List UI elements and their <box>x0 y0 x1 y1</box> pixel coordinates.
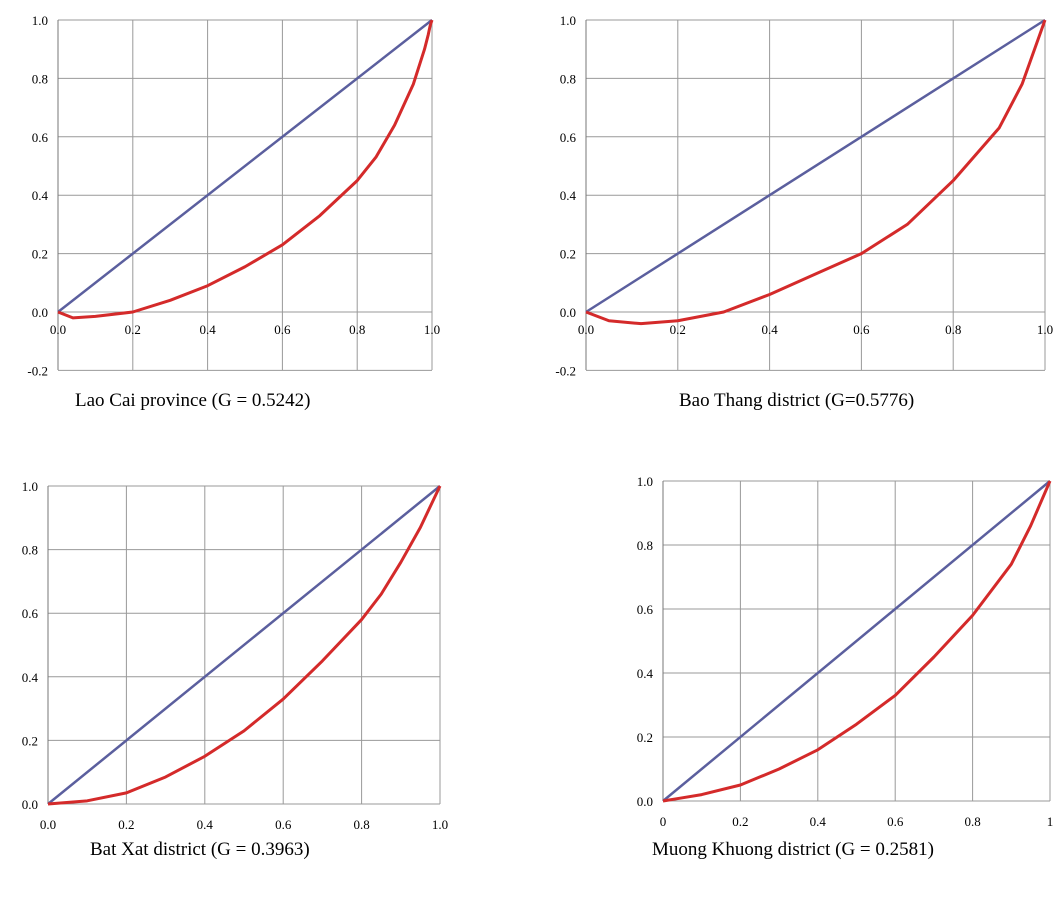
bao-thang-ytick-2: 0.2 <box>560 247 576 262</box>
bao-thang-ytick-5: 0.8 <box>560 71 576 86</box>
muong-khuong-xtick-2: 0.4 <box>810 814 827 829</box>
muong-khuong-xtick-3: 0.6 <box>887 814 904 829</box>
bat-xat-ytick-3: 0.6 <box>22 606 39 621</box>
muong-khuong-ytick-4: 0.8 <box>637 538 653 553</box>
bat-xat-xtick-1: 0.2 <box>118 817 134 832</box>
muong-khuong-xtick-5: 1 <box>1047 814 1054 829</box>
bao-thang-xtick-0: 0.0 <box>578 322 594 337</box>
bao-thang-xtick-4: 0.8 <box>945 322 961 337</box>
muong-khuong-equality-line <box>662 480 1051 802</box>
caption-bao-thang: Bao Thang district (G=0.5776) <box>679 390 915 411</box>
lao-cai-xtick-2: 0.4 <box>199 322 216 337</box>
chart-bao-thang: -0.2 0.0 0.2 0.4 0.6 0.8 1.0 0.0 0.2 0.4 0.6 0.8 1.0… <box>527 0 1055 449</box>
lao-cai-xtick-5: 1.0 <box>424 322 440 337</box>
caption-muong-khuong: Muong Khuong district (G = 0.2581) <box>652 839 934 860</box>
lao-cai-ytick-1: 0.0 <box>32 305 48 320</box>
caption-lao-cai: Lao Cai province (G = 0.5242) <box>75 390 311 411</box>
bao-thang-ytick-1: 0.0 <box>560 305 576 320</box>
muong-khuong-ytick-0: 0.0 <box>637 794 653 809</box>
lao-cai-xtick-4: 0.8 <box>349 322 365 337</box>
chart-bao-thang-plot: -0.2 0.0 0.2 0.4 0.6 0.8 1.0 0.0 0.2 0.4 0.6 0.8 1.0 <box>555 13 1053 378</box>
chart-muong-khuong-plot: 0.0 0.2 0.4 0.6 0.8 1.0 0 0.2 0.4 0.6 0.8 1 <box>637 474 1054 829</box>
bat-xat-xtick-3: 0.6 <box>275 817 292 832</box>
chart-bat-xat-plot: 0.0 0.2 0.4 0.6 0.8 1.0 0.0 0.2 0.4 0.6 0.8 1.0 <box>22 479 448 832</box>
bat-xat-ytick-2: 0.4 <box>22 670 39 685</box>
caption-bat-xat: Bat Xat district (G = 0.3963) <box>90 839 310 860</box>
bao-thang-xtick-5: 1.0 <box>1037 322 1053 337</box>
bao-thang-xtick-1: 0.2 <box>670 322 686 337</box>
bat-xat-ytick-0: 0.0 <box>22 797 38 812</box>
muong-khuong-ytick-5: 1.0 <box>637 474 653 489</box>
chart-lao-cai-plot: -0.2 0.0 0.2 0.4 0.6 0.8 1.0 0.0 0.2 0.4 0.6 0.8 1.0 <box>27 13 440 378</box>
muong-khuong-ytick-2: 0.4 <box>637 666 654 681</box>
lao-cai-equality-line <box>57 19 433 313</box>
bao-thang-xtick-3: 0.6 <box>853 322 870 337</box>
chart-lao-cai: -0.2 0.0 0.2 0.4 0.6 0.8 1.0 0.0 0.2 0.4 0.6 0.8 1.0… <box>0 0 527 449</box>
muong-khuong-ytick-1: 0.2 <box>637 730 653 745</box>
lao-cai-ytick-0: -0.2 <box>27 363 48 378</box>
muong-khuong-xtick-0: 0 <box>660 814 667 829</box>
lao-cai-lorenz-curve <box>57 19 434 320</box>
bao-thang-ytick-4: 0.6 <box>560 130 577 145</box>
lao-cai-xtick-3: 0.6 <box>274 322 291 337</box>
chart-muong-khuong: 0.0 0.2 0.4 0.6 0.8 1.0 0 0.2 0.4 0.6 0.8 1 Muong K… <box>527 449 1055 898</box>
lao-cai-ytick-6: 1.0 <box>32 13 48 28</box>
bao-thang-xtick-2: 0.4 <box>761 322 778 337</box>
muong-khuong-ytick-3: 0.6 <box>637 602 654 617</box>
bat-xat-xtick-4: 0.8 <box>353 817 369 832</box>
lao-cai-ytick-4: 0.6 <box>32 130 49 145</box>
lao-cai-xtick-0: 0.0 <box>50 322 66 337</box>
bat-xat-ytick-5: 1.0 <box>22 479 38 494</box>
lao-cai-ytick-2: 0.2 <box>32 247 48 262</box>
bat-xat-xtick-5: 1.0 <box>432 817 448 832</box>
bat-xat-ytick-1: 0.2 <box>22 733 38 748</box>
bao-thang-lorenz-curve <box>585 19 1047 326</box>
chart-bat-xat: 0.0 0.2 0.4 0.6 0.8 1.0 0.0 0.2 0.4 0.6 0.8 1.0 Bat… <box>0 449 527 898</box>
bat-xat-xtick-2: 0.4 <box>197 817 214 832</box>
bao-thang-equality-line <box>585 18 1046 314</box>
bat-xat-lorenz-curve <box>47 485 442 806</box>
bao-thang-ytick-3: 0.4 <box>560 188 577 203</box>
lao-cai-ytick-3: 0.4 <box>32 188 49 203</box>
muong-khuong-xtick-4: 0.8 <box>964 814 980 829</box>
bao-thang-ytick-0: -0.2 <box>555 363 576 378</box>
muong-khuong-lorenz-curve <box>662 480 1052 803</box>
lao-cai-xtick-1: 0.2 <box>125 322 141 337</box>
bao-thang-ytick-6: 1.0 <box>560 13 576 28</box>
bat-xat-xtick-0: 0.0 <box>40 817 56 832</box>
bat-xat-ytick-4: 0.8 <box>22 543 38 558</box>
bat-xat-equality-line <box>47 485 441 805</box>
muong-khuong-xtick-1: 0.2 <box>732 814 748 829</box>
lao-cai-ytick-5: 0.8 <box>32 71 48 86</box>
